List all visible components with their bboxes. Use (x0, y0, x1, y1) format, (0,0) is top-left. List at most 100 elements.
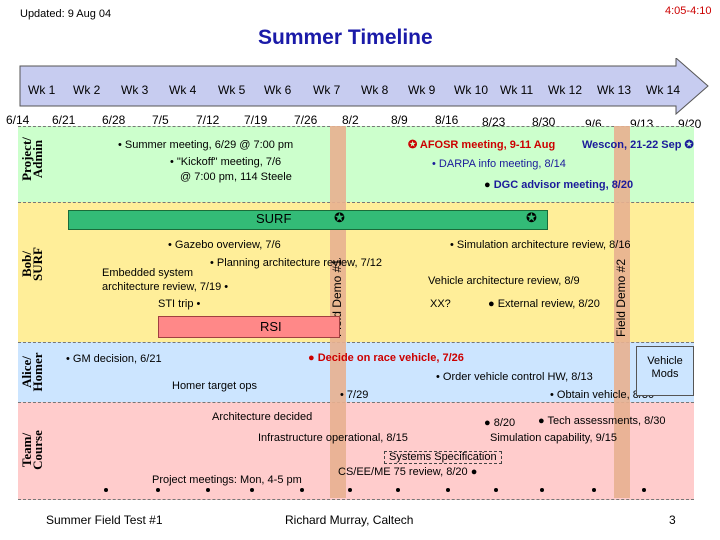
project-meetings: Project meetings: Mon, 4-5 pm (152, 474, 302, 486)
rsi-label: RSI (260, 319, 282, 334)
simulation-review: • Simulation architecture review, 8/16 (450, 239, 631, 251)
week-label: Wk 1 (28, 83, 56, 97)
row-label-bob-surf: Bob/ SURF (19, 247, 45, 281)
week-label: Wk 8 (361, 83, 389, 97)
homer-band (18, 342, 694, 403)
field-demo-2-text: Field Demo #2 (614, 258, 628, 338)
week-label: Wk 2 (73, 83, 101, 97)
date-label: 6/14 (6, 113, 30, 127)
architecture-decided: Architecture decided (212, 411, 313, 423)
xx-label: XX? (430, 298, 451, 310)
surf-label: SURF (256, 211, 292, 226)
afosr-text: AFOSR meeting, 9-11 Aug (419, 139, 556, 151)
embedded-review-2: architecture review, 7/19 • (102, 281, 229, 293)
footer-center: Richard Murray, Caltech (285, 513, 414, 527)
date-label: 6/21 (52, 113, 76, 127)
date-label: 8/23 (482, 115, 506, 129)
bullet-dot: ● (538, 415, 545, 427)
row-label-alice-homer: Alice/ Homer (19, 352, 45, 392)
date-label: 8/9 (391, 113, 408, 127)
dgc-advisor-meeting: ● DGC advisor meeting, 8/20 (484, 180, 633, 191)
footer-left: Summer Field Test #1 (46, 513, 163, 527)
external-text: External review, 8/20 (497, 298, 600, 310)
week-label: Wk 5 (218, 83, 246, 97)
homer-target-ops: Homer target ops (172, 380, 257, 392)
updated-label: Updated: 9 Aug 04 (20, 8, 112, 20)
date-label: 8/16 (435, 113, 459, 127)
week-label: Wk 11 (500, 83, 534, 97)
date-label: 8/30 (532, 115, 556, 129)
field-demo-2-label: Field Demo #2 (614, 238, 630, 358)
vehicle-arch-review: Vehicle architecture review, 8/9 (428, 275, 580, 287)
sti-trip: STI trip • (158, 298, 201, 310)
date-729: • 7/29 (340, 389, 369, 401)
date-label: 7/12 (196, 113, 220, 127)
star-icon: ✪ (408, 139, 418, 151)
bullet-dot: ● (484, 417, 491, 429)
week-label: Wk 12 (548, 83, 583, 97)
kickoff-meeting: • "Kickoff" meeting, 7/6 (170, 156, 282, 168)
week-label: Wk 3 (121, 83, 149, 97)
page-number: 3 (669, 513, 676, 527)
time-label: 4:05-4:10 (665, 5, 712, 17)
star-icon: ✪ (334, 210, 345, 225)
meeting-dot (494, 488, 498, 492)
tech-assessments: ● Tech assessments, 8/30 (538, 416, 666, 427)
bullet-dot: ● (488, 298, 495, 310)
meeting-dot (642, 488, 646, 492)
vehicle-mods-text: Vehicle Mods (647, 355, 683, 380)
order-vehicle-hw: • Order vehicle control HW, 8/13 (436, 371, 593, 383)
vehicle-mods-box: Vehicle Mods (636, 346, 694, 396)
week-label: Wk 7 (313, 83, 341, 97)
star-icon: ✪ (526, 210, 537, 225)
date-label: 7/26 (294, 113, 318, 127)
darpa-meeting: • DARPA info meeting, 8/14 (432, 158, 566, 170)
meeting-dot (396, 488, 400, 492)
meeting-dot (250, 488, 254, 492)
date-label: 6/28 (102, 113, 126, 127)
embedded-review-1: Embedded system (102, 267, 194, 279)
meeting-dot (104, 488, 108, 492)
decide-text: Decide on race vehicle, 7/26 (317, 352, 464, 364)
admin-band (18, 126, 694, 203)
field-demo-2-column (614, 126, 630, 498)
cs-ee-me-review: CS/EE/ME 75 review, 8/20 ● (338, 467, 477, 478)
page-title: Summer Timeline (258, 26, 433, 49)
timeline-arrow (19, 58, 709, 116)
week-label: Wk 6 (264, 83, 292, 97)
cs-text: CS/EE/ME 75 review, 8/20 (338, 466, 468, 478)
surf-bar (68, 210, 548, 230)
wescon-meeting: Wescon, 21-22 Sep ✪ (582, 140, 694, 151)
meeting-dot (348, 488, 352, 492)
kickoff-location: @ 7:00 pm, 114 Steele (180, 171, 292, 183)
team-band (18, 402, 694, 500)
race-vehicle-decision: ● Decide on race vehicle, 7/26 (308, 353, 464, 364)
week-label: Wk 4 (169, 83, 197, 97)
simulation-capability: Simulation capability, 9/15 (490, 432, 617, 444)
row-label-project-admin: Project/ Admin (19, 137, 45, 181)
bullet-dot: ● (484, 179, 491, 191)
date-820: ● 8/20 (484, 418, 515, 429)
dgc-text: DGC advisor meeting, 8/20 (493, 179, 634, 191)
tech-text: Tech assessments, 8/30 (547, 415, 666, 427)
week-label: Wk 9 (408, 83, 436, 97)
star-icon: ✪ (684, 139, 694, 151)
planning-review: • Planning architecture review, 7/12 (210, 257, 383, 269)
date-820-text: 8/20 (493, 417, 516, 429)
meeting-dot (446, 488, 450, 492)
bullet-dot: ● (308, 352, 315, 364)
row-label-team-course: Team/ Course (19, 430, 45, 470)
field-demo-1-label: Field Demo #1 (330, 238, 346, 358)
week-label: Wk 13 (597, 83, 632, 97)
wescon-text: Wescon, 21-22 Sep (582, 139, 682, 151)
afosr-meeting: ✪ AFOSR meeting, 9-11 Aug (408, 140, 555, 151)
gazebo-overview: • Gazebo overview, 7/6 (168, 239, 281, 251)
summer-meeting: • Summer meeting, 6/29 @ 7:00 pm (118, 139, 294, 151)
week-label: Wk 10 (454, 83, 489, 97)
date-label: 7/5 (152, 113, 169, 127)
meeting-dot (540, 488, 544, 492)
infrastructure-operational: Infrastructure operational, 8/15 (258, 432, 408, 444)
date-label: 8/2 (342, 113, 359, 127)
meeting-dot (592, 488, 596, 492)
obtain-vehicle: • Obtain vehicle, 8/30 (550, 389, 655, 401)
